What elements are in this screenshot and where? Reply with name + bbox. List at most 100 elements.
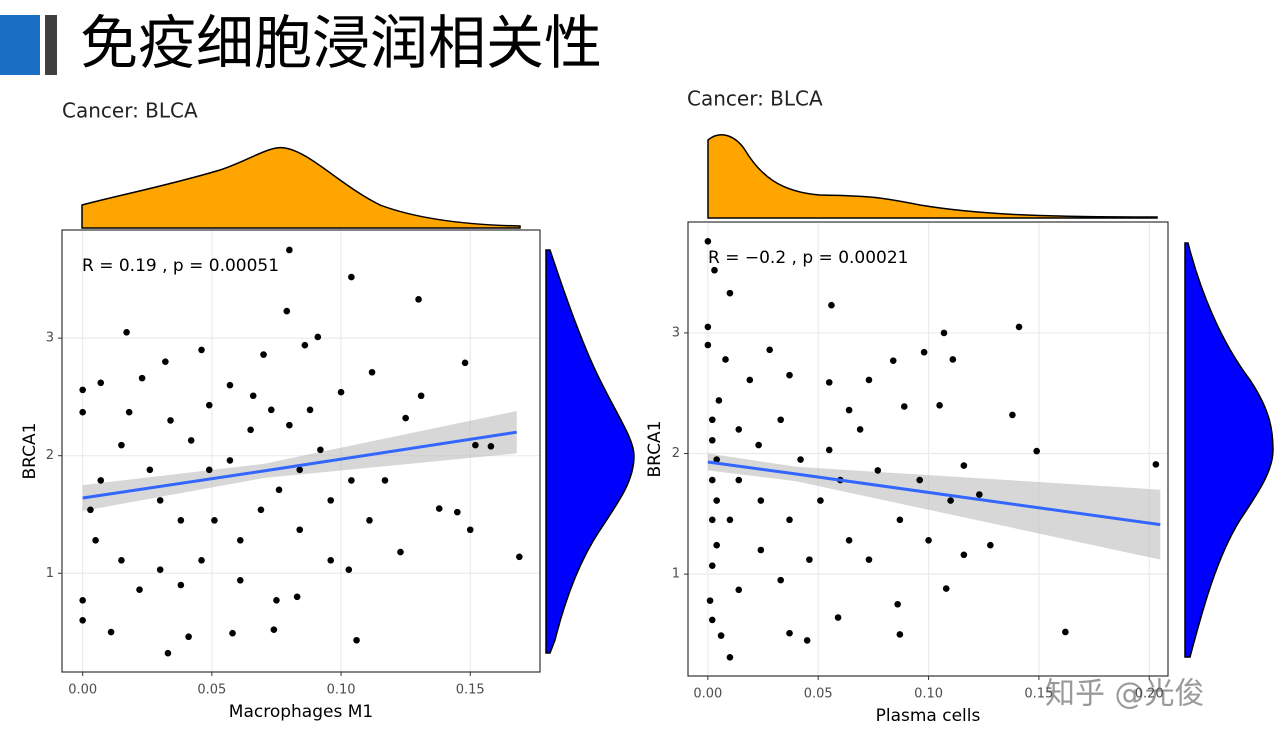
regression-line: [82, 430, 517, 500]
point: [1009, 411, 1016, 419]
point: [270, 626, 278, 633]
x-density: [707, 134, 1158, 219]
x-axis-label: Macrophages M1: [229, 702, 373, 722]
point: [454, 508, 461, 516]
point: [366, 517, 373, 524]
point: [925, 537, 932, 544]
header-bar-dark: [45, 15, 57, 75]
watermark: 知乎 @光俊: [1045, 677, 1205, 712]
point: [368, 368, 376, 376]
point: [865, 376, 873, 384]
point: [107, 628, 115, 636]
point: [146, 466, 154, 474]
point: [713, 497, 720, 504]
point: [337, 388, 345, 396]
point: [205, 466, 213, 474]
point: [845, 406, 853, 414]
point: [777, 416, 784, 424]
y-density: [545, 249, 635, 654]
point: [757, 546, 765, 554]
point: [947, 497, 954, 504]
point: [704, 237, 712, 245]
point: [706, 597, 714, 604]
point: [187, 437, 195, 444]
point: [162, 358, 169, 365]
point: [777, 576, 784, 584]
point: [708, 416, 716, 424]
point: [177, 581, 185, 589]
point: [900, 403, 908, 410]
point: [136, 586, 143, 594]
confidence-band: [707, 453, 1161, 560]
y-tick-label: 2: [46, 448, 54, 463]
point: [755, 441, 762, 449]
point: [79, 408, 86, 416]
point: [314, 333, 322, 341]
point: [806, 556, 813, 563]
point: [708, 562, 716, 569]
point: [746, 376, 754, 384]
point: [185, 633, 192, 641]
point: [435, 505, 443, 512]
point: [797, 456, 804, 463]
point: [348, 477, 355, 484]
point: [79, 616, 86, 624]
point: [229, 629, 236, 637]
point: [257, 506, 265, 514]
point: [138, 374, 146, 382]
y-axis-label: BRCA1: [645, 421, 665, 478]
point: [177, 517, 185, 524]
point: [317, 446, 324, 454]
x-density: [81, 146, 521, 229]
point: [942, 585, 950, 592]
point: [845, 537, 853, 544]
point: [757, 497, 765, 504]
point: [381, 477, 389, 484]
point: [708, 436, 716, 444]
header-bar: [0, 15, 40, 75]
x-axis-label: Plasma cells: [876, 706, 981, 726]
x-tick-label: 0.10: [914, 687, 943, 702]
point: [726, 654, 734, 661]
point: [803, 637, 811, 644]
point: [327, 557, 335, 564]
point: [786, 371, 793, 379]
regression-line: [707, 460, 1161, 527]
point: [735, 586, 743, 594]
point: [817, 497, 824, 504]
point: [345, 566, 353, 574]
point: [156, 497, 164, 504]
x-tick-label: 0.00: [693, 687, 722, 702]
point: [735, 476, 743, 484]
x-tick-label: 0.00: [68, 683, 97, 698]
point: [286, 421, 293, 429]
point: [766, 346, 773, 354]
point: [865, 556, 873, 563]
x-tick-label: 0.15: [456, 683, 485, 698]
point: [717, 632, 725, 639]
annotation: R = 0.19 , p = 0.00051: [82, 256, 279, 276]
chart-title: Cancer: BLCA: [62, 99, 198, 123]
point: [293, 593, 301, 601]
point: [118, 441, 125, 449]
point: [713, 541, 720, 549]
y-tick-label: 3: [46, 331, 54, 346]
point: [301, 341, 309, 349]
point: [226, 381, 234, 389]
point: [960, 551, 968, 559]
point: [487, 442, 495, 450]
point: [417, 392, 425, 400]
point: [97, 379, 105, 387]
point: [466, 526, 474, 534]
x-tick-label: 0.20: [1135, 687, 1164, 702]
x-tick-label: 0.05: [197, 683, 226, 698]
point: [211, 517, 218, 524]
point: [976, 491, 983, 498]
point: [397, 548, 404, 556]
point: [711, 266, 718, 274]
point: [156, 566, 164, 574]
point: [92, 537, 99, 544]
point: [226, 457, 234, 464]
x-tick-label: 0.05: [804, 687, 833, 702]
point: [236, 577, 244, 584]
